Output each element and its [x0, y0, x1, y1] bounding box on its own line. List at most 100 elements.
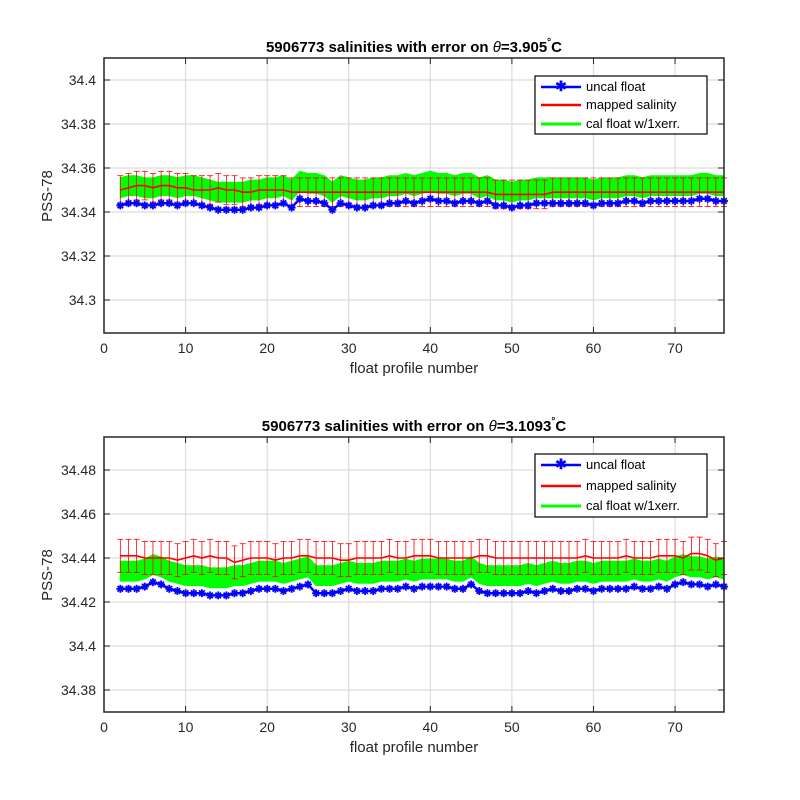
marker-stroke: [133, 199, 141, 207]
chart-1-uncal-float-marker: [295, 194, 304, 203]
chart-2-uncal-float-marker: [475, 587, 484, 595]
marker-stroke: [598, 585, 606, 593]
chart-2-uncal-float-marker: [369, 587, 378, 595]
marker-stroke: [173, 201, 181, 209]
chart-1-uncal-float-marker: [671, 197, 680, 205]
chart-2-uncal-float-marker: [654, 582, 663, 591]
marker-stroke: [483, 197, 491, 205]
chart-1-uncal-float-marker: [483, 197, 492, 205]
marker-stroke: [296, 583, 304, 591]
chart-1-uncal-float-marker: [189, 199, 198, 208]
marker-stroke: [581, 199, 589, 207]
marker-stroke: [622, 585, 630, 593]
marker-stroke: [435, 197, 442, 205]
chart-1-legend-label-mapped: mapped salinity: [586, 97, 677, 112]
chart-2-uncal-float-marker: [418, 582, 427, 591]
marker-stroke: [614, 199, 622, 207]
chart-1-ylabel: PSS-78: [39, 170, 56, 222]
marker-stroke: [304, 580, 312, 588]
chart-1-uncal-float-marker: [157, 199, 166, 208]
chart-2-uncal-float-marker: [279, 587, 288, 595]
chart-2-ytick-label: 34.48: [61, 462, 96, 478]
marker-stroke: [565, 587, 573, 595]
marker-stroke: [541, 199, 548, 207]
chart-2-uncal-float-marker: [295, 582, 304, 591]
marker-stroke: [377, 201, 385, 209]
marker-stroke: [459, 197, 467, 205]
chart-2-uncal-float-marker: [116, 584, 125, 593]
chart-2-uncal-float-marker: [230, 589, 239, 598]
marker-stroke: [500, 589, 508, 597]
chart-1-uncal-float-marker: [565, 199, 573, 208]
marker-stroke: [198, 589, 206, 597]
chart-2-uncal-float-marker: [687, 580, 696, 589]
chart-panel-2: 5906773 salinities with error on θ=3.109…: [39, 416, 728, 756]
chart-2-uncal-float-marker: [173, 587, 182, 595]
chart-1-uncal-float-marker: [263, 201, 272, 210]
marker-stroke: [679, 197, 687, 205]
marker-stroke: [696, 580, 703, 588]
marker-stroke: [704, 583, 712, 591]
marker-stroke: [516, 201, 524, 209]
marker-stroke: [182, 589, 190, 597]
chart-2-uncal-float-marker: [263, 584, 272, 593]
chart-1-uncal-float-marker: [148, 201, 157, 210]
chart-2-uncal-float-marker: [524, 587, 533, 595]
chart-1-uncal-float-marker: [589, 201, 598, 210]
chart-2-ylabel: PSS-78: [39, 549, 56, 601]
marker-stroke: [426, 195, 434, 203]
chart-2-uncal-float-marker: [597, 584, 606, 593]
chart-1-xtick-label: 70: [667, 340, 683, 356]
marker-stroke: [598, 199, 606, 207]
marker-stroke: [165, 199, 173, 207]
chart-2-ytick-label: 34.44: [61, 550, 96, 566]
marker-stroke: [247, 587, 255, 595]
chart-2-uncal-float-marker: [222, 591, 231, 600]
chart-1-legend-label-uncal: uncal float: [586, 79, 646, 94]
chart-1-uncal-float-marker: [458, 197, 467, 205]
chart-1-legend: ✱ uncal float mapped salinity cal float …: [534, 75, 708, 135]
chart-1-ytick-label: 34.34: [61, 204, 96, 220]
chart-1-uncal-float-marker: [393, 199, 402, 208]
chart-2-uncal-float-marker: [622, 584, 631, 593]
chart-1-uncal-float-marker: [336, 199, 345, 208]
marker-stroke: [337, 587, 345, 595]
chart-2-uncal-float-marker: [467, 580, 476, 589]
chart-2-xtick-label: 30: [341, 719, 357, 735]
marker-stroke: [638, 585, 646, 593]
chart-1-uncal-float-marker: [491, 201, 500, 210]
marker-stroke: [565, 199, 573, 207]
marker-stroke: [239, 206, 247, 214]
chart-1-uncal-float-marker: [499, 201, 508, 210]
chart-2-uncal-float-marker: [312, 589, 321, 598]
marker-stroke: [508, 204, 516, 212]
chart-1-xtick-label: 60: [586, 340, 602, 356]
chart-2-uncal-float-marker: [328, 589, 337, 598]
marker-stroke: [214, 206, 222, 214]
marker-stroke: [655, 583, 663, 591]
marker-stroke: [394, 585, 402, 593]
chart-2-uncal-float-marker: [548, 584, 557, 593]
marker-stroke: [524, 587, 532, 595]
chart-1-uncal-float-marker: [695, 194, 704, 203]
chart-1-mapped-salinity-line: [120, 184, 724, 196]
marker-stroke: [231, 589, 238, 597]
marker-stroke: [328, 589, 336, 597]
chart-1-uncal-float-marker: [581, 199, 590, 208]
chart-1-uncal-float-marker: [540, 199, 549, 208]
marker-stroke: [516, 589, 524, 597]
chart-1-uncal-float-marker: [328, 205, 337, 214]
marker-stroke: [345, 201, 353, 209]
chart-2-uncal-float-marker: [491, 589, 500, 598]
chart-1-ytick-label: 34.36: [61, 160, 96, 176]
chart-2-series-layer: [116, 536, 728, 600]
chart-2-uncal-float-marker: [556, 587, 565, 595]
marker-stroke: [549, 585, 557, 593]
chart-1-uncal-float-marker: [287, 203, 296, 212]
marker-stroke: [214, 591, 222, 599]
marker-stroke: [687, 197, 695, 205]
marker-stroke: [532, 589, 540, 597]
marker-stroke: [573, 199, 581, 207]
marker-stroke: [157, 199, 165, 207]
